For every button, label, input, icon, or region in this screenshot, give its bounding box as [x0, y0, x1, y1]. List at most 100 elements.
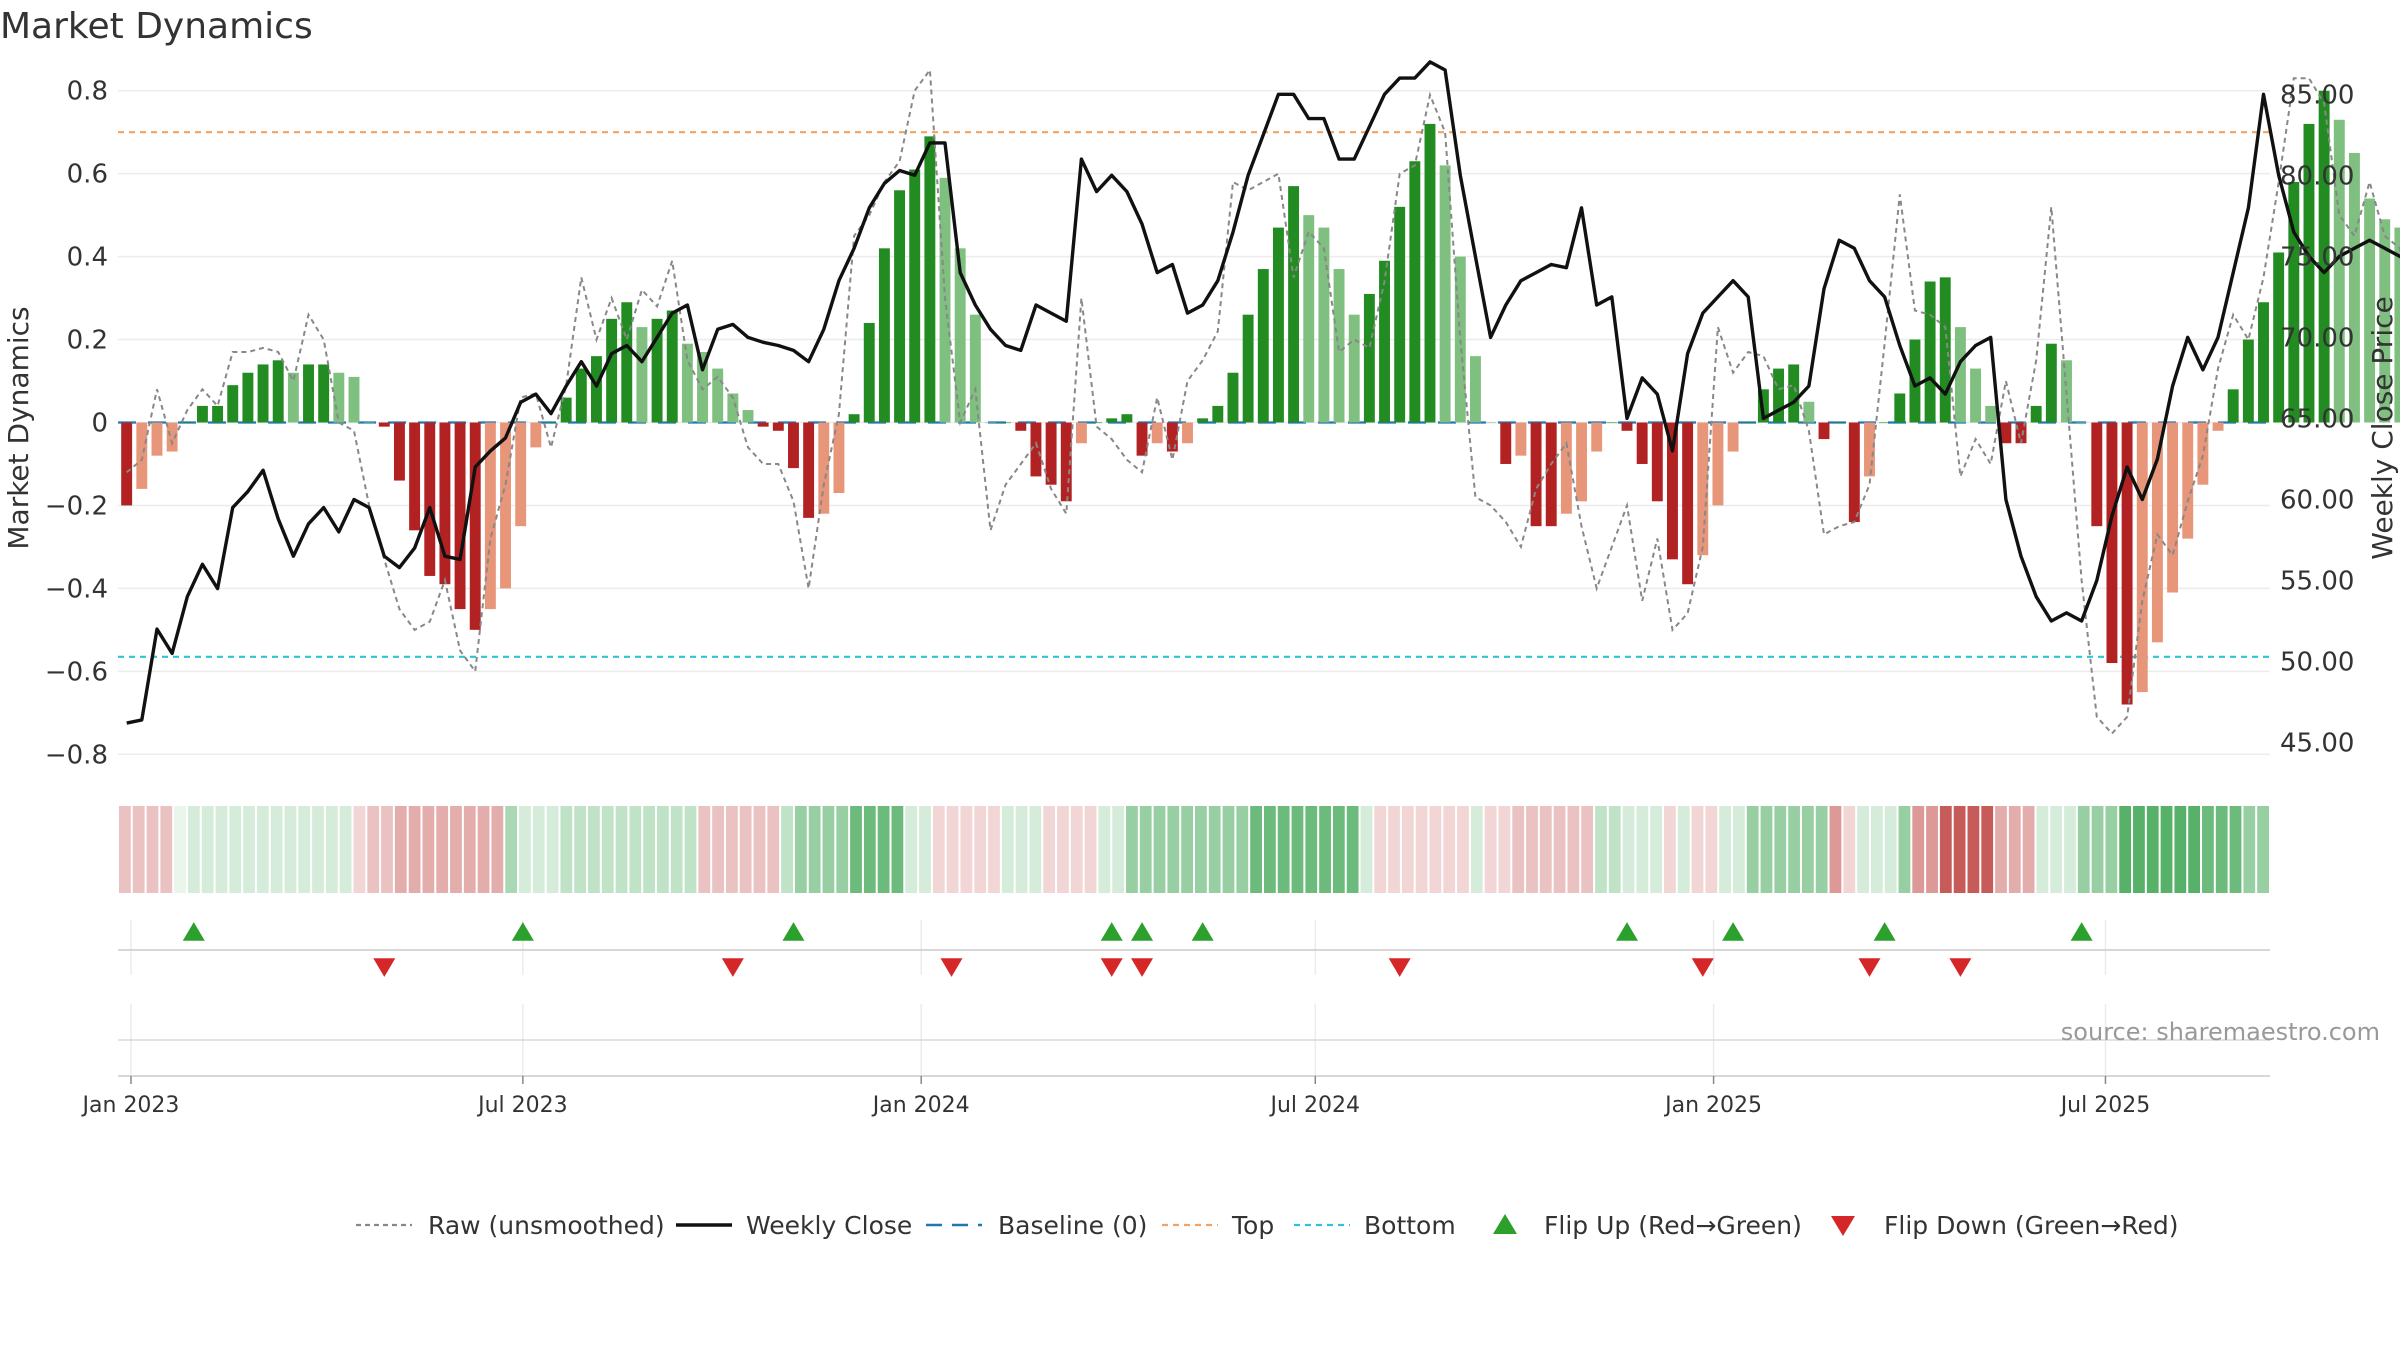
intensity-cell — [1415, 806, 1428, 893]
dynamics-bar — [1379, 260, 1390, 423]
legend-label-top: Top — [1231, 1211, 1274, 1240]
dynamics-bar — [1363, 293, 1375, 423]
dynamics-bar — [257, 364, 269, 423]
intensity-cell — [477, 806, 490, 893]
intensity-cell — [1001, 806, 1014, 893]
intensity-cell — [1939, 806, 1952, 893]
dynamics-bar — [378, 422, 390, 427]
intensity-cell — [119, 806, 131, 893]
dynamics-bar — [1500, 422, 1512, 464]
dynamics-bar — [454, 422, 466, 610]
legend-label-bottom: Bottom — [1364, 1211, 1456, 1240]
chart-title: Market Dynamics — [0, 6, 313, 47]
dynamics-bar — [1667, 422, 1678, 560]
flip-down-marker — [940, 958, 963, 977]
dynamics-bar — [530, 422, 542, 448]
dynamics-bar — [1166, 422, 1178, 452]
right-tick-label: 60.00 — [2280, 485, 2354, 515]
dynamics-bar — [2015, 422, 2027, 444]
dynamics-bar — [969, 314, 981, 423]
intensity-cell — [863, 806, 876, 893]
intensity-cell — [588, 806, 600, 893]
intensity-cell — [2008, 806, 2021, 893]
x-tick-label: Jan 2025 — [1663, 1093, 1762, 1118]
dynamics-bar — [621, 302, 633, 423]
dynamics-bar — [651, 318, 663, 423]
intensity-cell — [877, 806, 890, 893]
dynamics-bar — [1621, 422, 1633, 431]
dynamics-bar — [303, 364, 314, 423]
intensity-cell — [1470, 806, 1483, 893]
dynamics-bar — [500, 422, 511, 589]
intensity-cell — [256, 806, 269, 893]
dynamics-bar — [2273, 252, 2285, 423]
dynamics-bar — [1773, 368, 1785, 423]
flip-down-marker — [1949, 958, 1972, 977]
intensity-cell — [1263, 806, 1276, 893]
flip-up-marker — [1131, 922, 1154, 941]
dynamics-bar — [1788, 364, 1800, 423]
intensity-cell — [1595, 806, 1607, 893]
intensity-cell — [794, 806, 807, 893]
flip-up-marker — [2070, 922, 2093, 941]
intensity-cell — [2036, 806, 2049, 893]
dynamics-bar — [727, 393, 739, 423]
dynamics-bar — [333, 372, 345, 423]
dynamics-bar — [1151, 422, 1163, 444]
intensity-cell — [284, 806, 297, 893]
dynamics-bar — [1864, 422, 1875, 477]
intensity-cell — [2257, 806, 2269, 893]
dynamics-bar — [2045, 343, 2057, 423]
dynamics-bar — [2197, 422, 2209, 485]
dynamics-bar — [2318, 90, 2330, 423]
dynamics-bar — [1303, 215, 1315, 423]
intensity-cell — [1926, 806, 1938, 893]
dynamics-bar — [1970, 368, 1982, 423]
intensity-cell — [1153, 806, 1166, 893]
dynamics-bar — [848, 414, 860, 423]
intensity-cell — [767, 806, 780, 893]
dynamics-bar — [545, 422, 557, 424]
dynamics-bar — [636, 327, 648, 423]
dynamics-bar — [1288, 186, 1300, 423]
dynamics-bar — [1803, 401, 1815, 423]
intensity-cell — [1250, 806, 1262, 893]
left-tick-label: 0.4 — [67, 243, 108, 273]
intensity-cell — [1139, 806, 1152, 893]
dynamics-bar — [469, 422, 481, 630]
dynamics-bar — [1924, 281, 1936, 423]
intensity-cell — [960, 806, 973, 893]
dynamics-bar — [1227, 372, 1239, 423]
intensity-cell — [1870, 806, 1883, 893]
dynamics-bar — [2227, 389, 2239, 423]
intensity-cell — [1691, 806, 1704, 893]
intensity-cell — [532, 806, 545, 893]
dynamics-bar — [1075, 422, 1087, 444]
dynamics-bar — [1909, 339, 1921, 423]
left-tick-label: −0.4 — [45, 574, 108, 604]
dynamics-bar — [1712, 422, 1724, 506]
intensity-cell — [2202, 806, 2214, 893]
dynamics-bar — [1106, 418, 1118, 423]
intensity-cell — [422, 806, 435, 893]
intensity-cell — [298, 806, 311, 893]
dynamics-bar — [788, 422, 799, 469]
dynamics-bar — [1015, 422, 1027, 431]
dynamics-bar — [181, 422, 193, 424]
dynamics-bar — [2364, 198, 2376, 423]
intensity-cell — [670, 806, 683, 893]
dynamics-bar — [2258, 302, 2269, 423]
intensity-cell — [1912, 806, 1925, 893]
intensity-cell — [325, 806, 338, 893]
intensity-cell — [2119, 806, 2132, 893]
intensity-cell — [1222, 806, 1235, 893]
dynamics-bar — [1424, 123, 1436, 423]
source-panel — [118, 1039, 2270, 1077]
dynamics-bar — [1606, 422, 1618, 424]
intensity-cell — [919, 806, 931, 893]
flip-up-marker — [511, 922, 534, 941]
intensity-cell — [1305, 806, 1318, 893]
dynamics-bar — [242, 372, 254, 423]
dynamics-bar — [1030, 422, 1042, 477]
intensity-cell — [2077, 806, 2090, 893]
